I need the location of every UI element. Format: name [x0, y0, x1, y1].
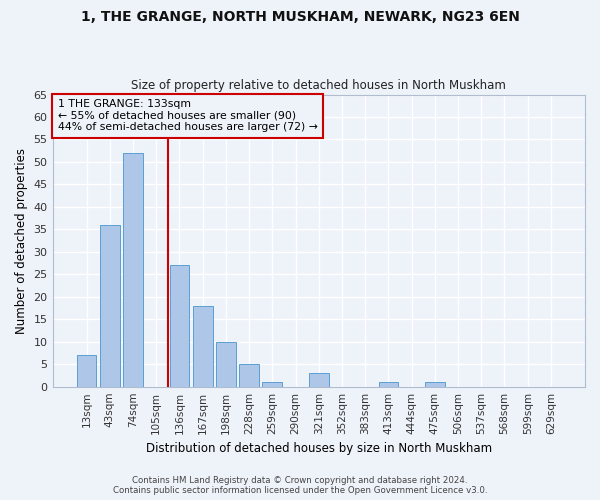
Bar	[262, 382, 282, 386]
Bar	[425, 382, 445, 386]
Text: Contains HM Land Registry data © Crown copyright and database right 2024.
Contai: Contains HM Land Registry data © Crown c…	[113, 476, 487, 495]
X-axis label: Distribution of detached houses by size in North Muskham: Distribution of detached houses by size …	[146, 442, 492, 455]
Bar	[239, 364, 259, 386]
Bar	[100, 225, 119, 386]
Bar	[170, 266, 190, 386]
Text: 1 THE GRANGE: 133sqm
← 55% of detached houses are smaller (90)
44% of semi-detac: 1 THE GRANGE: 133sqm ← 55% of detached h…	[58, 99, 318, 132]
Bar	[77, 355, 97, 386]
Bar	[216, 342, 236, 386]
Title: Size of property relative to detached houses in North Muskham: Size of property relative to detached ho…	[131, 79, 506, 92]
Text: 1, THE GRANGE, NORTH MUSKHAM, NEWARK, NG23 6EN: 1, THE GRANGE, NORTH MUSKHAM, NEWARK, NG…	[80, 10, 520, 24]
Bar	[379, 382, 398, 386]
Y-axis label: Number of detached properties: Number of detached properties	[15, 148, 28, 334]
Bar	[123, 153, 143, 386]
Bar	[193, 306, 212, 386]
Bar	[309, 373, 329, 386]
